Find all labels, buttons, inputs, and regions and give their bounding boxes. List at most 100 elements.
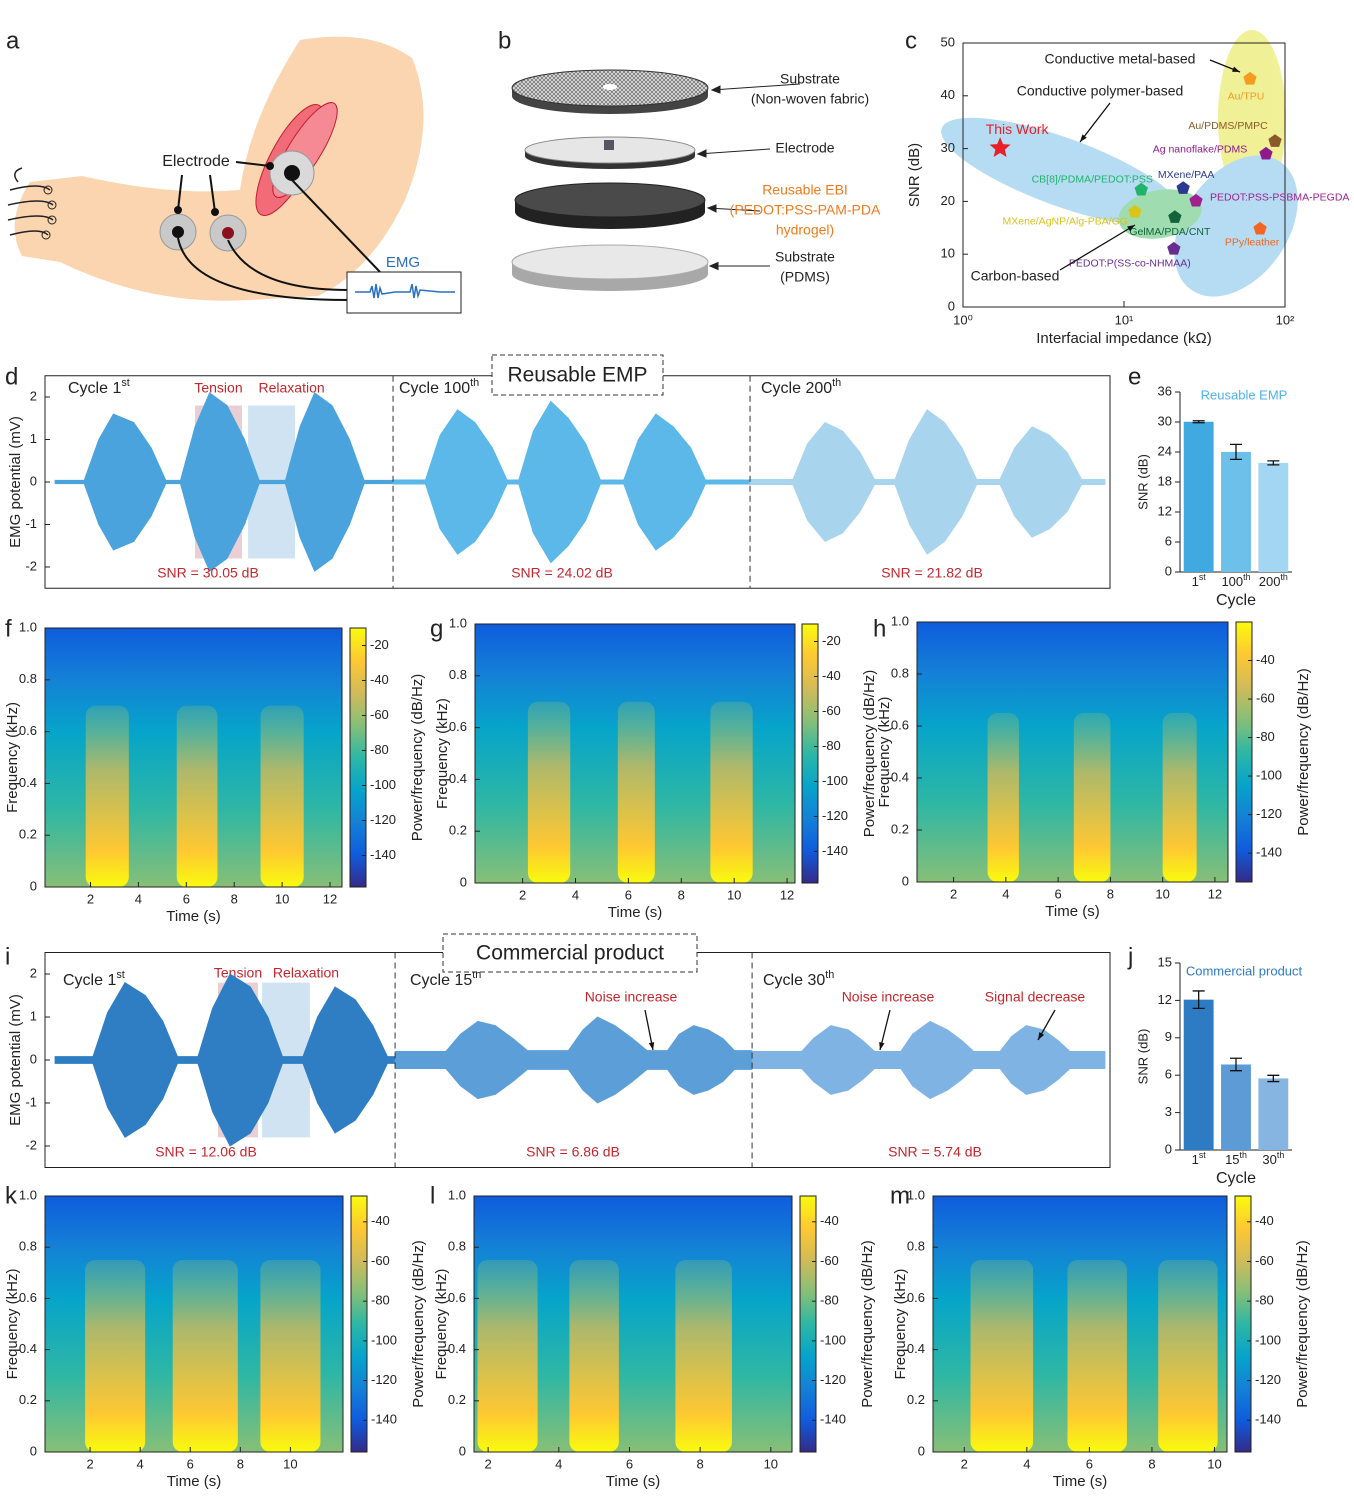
y-tick-label: 0.8: [449, 667, 467, 682]
y-tick-label: 1.0: [19, 1187, 37, 1202]
disc-substrate-top: [511, 69, 709, 114]
y-tick-label: 0.6: [891, 717, 909, 732]
y-tick-label: 0.6: [19, 723, 37, 738]
point-label: PEDOT:P(SS-co-NHMAA): [1069, 258, 1191, 270]
snr-label: SNR = 21.82 dB: [881, 565, 983, 581]
panel-label: h: [873, 615, 886, 642]
y-tick-label: 30: [1158, 413, 1172, 428]
axis-label: Frequency (kHz): [433, 1269, 450, 1380]
point: [1128, 204, 1142, 218]
y-tick-label: 0.8: [448, 1239, 466, 1254]
burst: [1162, 713, 1197, 882]
panel-label: a: [6, 27, 20, 54]
plot-frame: [44, 1195, 344, 1453]
burst: [1158, 1260, 1218, 1452]
burst: [172, 1260, 238, 1452]
electrodes: [159, 150, 315, 252]
y-tick-label: 2: [30, 965, 37, 980]
x-tick-label-main: 15: [1225, 1152, 1239, 1167]
y-tick-label: 50: [941, 34, 955, 49]
x-tick-label-sup: th: [1280, 572, 1287, 582]
y-tick-label: -1: [25, 516, 37, 531]
burst: [569, 1260, 619, 1452]
emg-trace: [355, 283, 455, 299]
colorbar-tick-label: -140: [822, 843, 848, 858]
plot-frame: [44, 627, 343, 888]
x-tick-label: 2: [86, 1456, 93, 1471]
y-tick-label: 0.2: [891, 821, 909, 836]
x-tick-label: 1st: [1192, 1150, 1207, 1167]
x-tick-label: 2: [485, 1456, 492, 1471]
arrow-head: [879, 1042, 885, 1050]
burst: [260, 1260, 321, 1452]
x-tick-label: 200th: [1259, 572, 1288, 589]
point-label: GelMA/PDA/CNT: [1129, 226, 1211, 238]
axis-label: EMG potential (mV): [7, 994, 24, 1126]
arm: [14, 36, 424, 301]
x-tick-label-sup: st: [1199, 1150, 1206, 1160]
colorbar: [349, 627, 367, 888]
cycle-label-sup: st: [116, 969, 124, 981]
plot-frame: [474, 623, 796, 884]
annotation: Noise increase: [842, 989, 935, 1005]
error-bar: [1192, 420, 1205, 424]
burst: [527, 701, 571, 883]
panel-title: Reusable EMP: [507, 364, 647, 387]
arrow: [1079, 102, 1111, 143]
burst: [1067, 1260, 1127, 1452]
y-tick-label: 0: [1165, 1141, 1172, 1156]
y-tick-label: 0.6: [449, 719, 467, 734]
panel-label: f: [5, 615, 12, 642]
x-tick-label-main: 30: [1262, 1152, 1276, 1167]
x-tick-label: 12: [1208, 886, 1222, 901]
colorbar: [799, 1195, 817, 1453]
colorbar-tick-label: -140: [370, 847, 396, 862]
layer-label: Electrode: [775, 140, 834, 156]
error-bar: [1267, 460, 1280, 466]
colorbar-tick-label: -80: [370, 742, 389, 757]
point-label: Au/TPU: [1228, 91, 1265, 103]
x-tick-label: 10: [275, 891, 289, 906]
y-tick-label: 1.0: [449, 615, 467, 630]
y-tick-label: 36: [1158, 383, 1172, 398]
cycle-label-main: Cycle 200: [761, 380, 832, 397]
y-tick-label: 0.4: [448, 1341, 466, 1356]
point-label: PEDOT:PSS-PSBMA-PEGDA: [1210, 192, 1349, 204]
bar: [1183, 421, 1214, 572]
y-tick-label: 0.8: [19, 671, 37, 686]
y-tick-label: 0: [30, 473, 37, 488]
cycle-label-sup: th: [832, 377, 841, 389]
disc-electrode: [524, 136, 696, 169]
cycle-label-sup: st: [121, 377, 129, 389]
x-tick-label: 8: [1148, 1456, 1155, 1471]
x-axis-label: Cycle: [1216, 592, 1256, 609]
x-tick-label: 10²: [1276, 312, 1295, 327]
burst: [85, 705, 129, 887]
colorbar-tick-label: -20: [822, 633, 841, 648]
plot-frame: [932, 1195, 1228, 1453]
x-tick-label: 8: [697, 1456, 704, 1471]
panel-label: k: [5, 1182, 18, 1209]
point-label: Ag nanoflake/PDMS: [1153, 144, 1248, 156]
cycle-label-sup: th: [470, 377, 479, 389]
cycle-label: Cycle 200th: [761, 377, 841, 397]
x-axis-label: Time (s): [1045, 903, 1099, 920]
axis-label: SNR (dB): [1135, 454, 1150, 510]
axis-label: SNR (dB): [1135, 1029, 1150, 1085]
colorbar-tick-label: -140: [371, 1412, 397, 1427]
colorbar-tick-label: -60: [822, 703, 841, 718]
y-tick-label: 0.4: [19, 1341, 37, 1356]
colorbar: [801, 623, 819, 884]
colorbar-tick-label: -80: [820, 1293, 839, 1308]
burst: [987, 713, 1019, 882]
polymer-region: [1174, 155, 1298, 297]
point-label: PPy/leather: [1225, 237, 1280, 249]
error-bar: [1192, 990, 1205, 1010]
y-tick-label: 1.0: [19, 619, 37, 634]
x-tick-label: 2: [519, 887, 526, 902]
point-label: Au/PDMS/PMPC: [1188, 120, 1268, 132]
y-tick-label: 0: [902, 873, 909, 888]
x-tick-label-sup: th: [1240, 1150, 1247, 1160]
annotation: Carbon-based: [971, 268, 1060, 284]
